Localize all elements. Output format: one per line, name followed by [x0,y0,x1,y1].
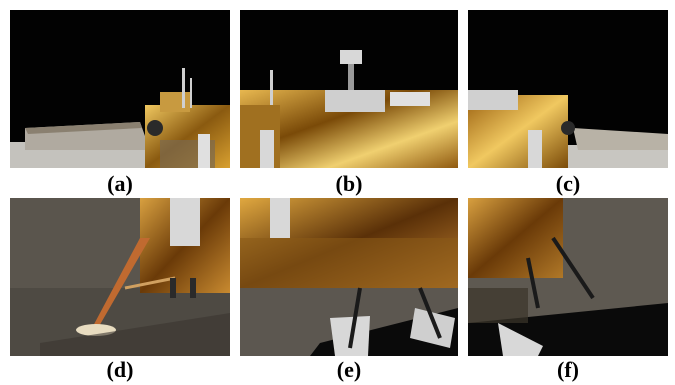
panel-b-image [240,10,458,168]
panel-b-label: (b) [335,171,363,196]
panel-e-image [240,198,458,356]
panel-e-label: (e) [336,357,362,382]
panel-f-label: (f) [557,357,579,382]
panel-a-label: (a) [107,171,133,196]
panel-d-label: (d) [106,357,134,382]
panel-d-image [10,198,230,356]
panel-a-image [10,10,230,168]
panel-f-image [468,198,668,356]
panel-c-label: (c) [555,171,581,196]
panel-c-image [468,10,668,168]
